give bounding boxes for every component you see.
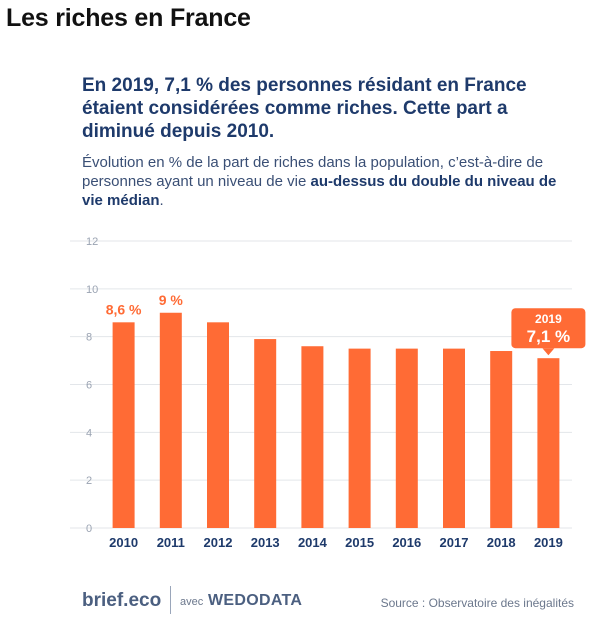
bar-chart: 0 2 4 6 8 10 12 2010 2011 2012 2013 2014 2015 2016 201… [70,236,586,550]
bar [207,322,229,528]
footer-divider [170,586,171,614]
y-tick-label: 8 [86,332,92,344]
bar [395,348,418,528]
bar [159,312,182,528]
y-tick-label: 0 [86,523,92,535]
y-tick-label: 2 [86,475,92,487]
callout-box [511,308,586,349]
callout-pointer [542,348,555,356]
brand-logo: brief.eco [82,590,162,611]
bar [537,358,560,528]
subtitle-end: . [159,192,164,209]
chart-headline: En 2019, 7,1 % des personnes résidant en… [82,75,527,142]
data-label: 9 % [159,292,184,308]
bar [112,322,135,528]
y-tick-label: 10 [86,284,98,296]
x-tick-label: 2017 [440,535,469,550]
bar [443,348,465,528]
partner-logo: WEDODATA [208,592,303,609]
bar [348,348,371,528]
x-tick-label: 2014 [298,535,328,550]
x-tick-label: 2013 [251,535,280,550]
callout-value: 7,1 % [527,327,570,346]
footer-avec: avec [180,596,204,608]
callout-year: 2019 [535,312,562,326]
source-note: Source : Observatoire des inégalités [380,596,574,610]
x-tick-label: 2010 [109,535,138,550]
x-tick-label: 2012 [204,535,233,550]
x-tick-label: 2016 [392,535,421,550]
y-tick-label: 12 [86,236,98,248]
y-tick-label: 4 [86,427,92,439]
data-label: 8,6 % [106,301,142,317]
x-tick-label: 2011 [157,535,185,550]
page-title: Les riches en France [6,4,251,32]
bar [490,351,513,528]
bar [254,339,277,528]
subtitle-lead: Évolution en % de la part de riches dans… [82,154,544,190]
subtitle-emphasis: au-dessus du double du niveau de vie méd… [82,173,557,209]
x-tick-label: 2015 [345,535,374,550]
x-tick-label: 2018 [487,535,516,550]
bar [301,346,324,528]
chart-subtitle: Évolution en % de la part de riches dans… [82,153,562,210]
y-tick-label: 6 [86,380,92,392]
x-tick-label: 2019 [534,535,563,550]
